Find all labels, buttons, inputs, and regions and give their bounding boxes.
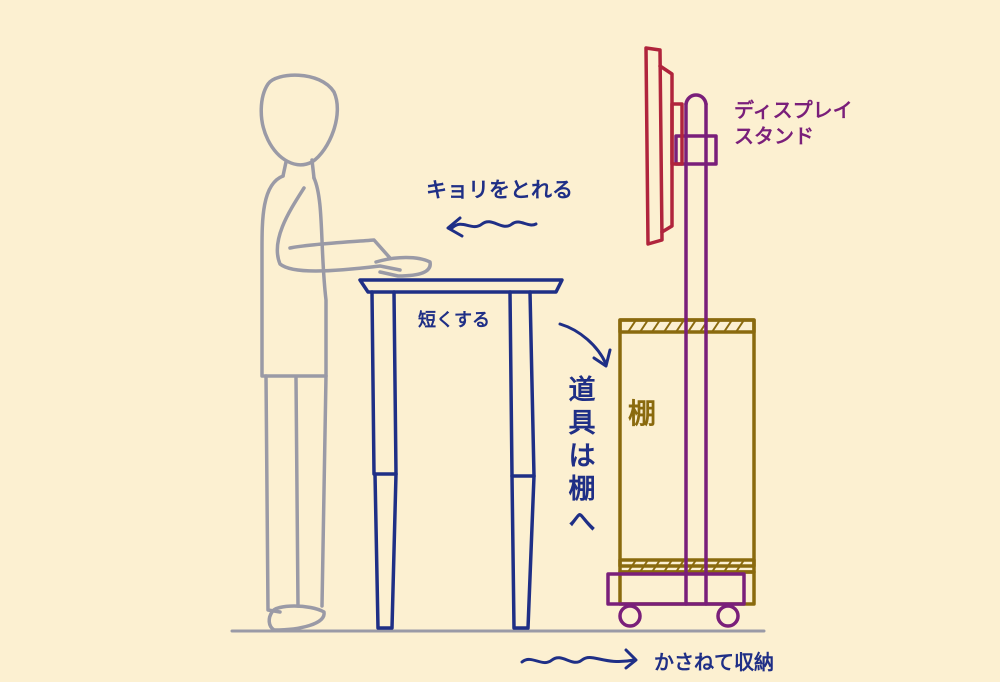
tools-char-1: 道	[568, 375, 596, 406]
distance-arrow	[446, 216, 538, 238]
tools-char-2: 具	[568, 408, 596, 439]
desk-leg-left-upper	[370, 290, 398, 476]
person-torso	[260, 174, 328, 378]
display-vesa	[670, 102, 684, 166]
label-distance: キョリをとれる	[426, 178, 573, 202]
tools-char-5: へ	[568, 507, 596, 538]
label-display-stand-line1: ディスプレイ	[734, 98, 853, 122]
desk-leg-left-lower	[373, 472, 398, 630]
tools-char-3: は	[568, 441, 596, 472]
label-shelf: 棚	[628, 397, 657, 430]
stand-caster-left	[618, 604, 642, 628]
desk-top	[358, 278, 564, 294]
stack-storage-arrow	[520, 648, 638, 670]
display-screen	[644, 46, 664, 246]
display-stand	[606, 93, 746, 628]
shorten-to-shelf-arrow	[558, 322, 612, 368]
label-tools-to-shelf: 道 具 は 棚 へ	[562, 374, 602, 539]
label-stack-storage: かさねて収納	[654, 650, 774, 674]
shelf-bottom-hatch	[627, 559, 745, 573]
stand-caster-right	[716, 604, 740, 628]
person-arm	[275, 186, 402, 273]
stand-mount	[674, 134, 718, 166]
desk-leg-right-upper	[508, 290, 536, 478]
display	[644, 46, 684, 246]
person-legs	[264, 374, 328, 614]
shelf-top-hatch	[627, 319, 745, 333]
stand-pole-cap	[684, 93, 708, 106]
label-display-stand-line2: スタンド	[734, 124, 814, 148]
desk-leg-right-lower	[510, 474, 536, 630]
standing-person	[259, 73, 432, 632]
stand-base	[606, 572, 746, 606]
person-head	[259, 73, 340, 167]
desk	[358, 278, 564, 630]
label-shorten: 短くする	[418, 310, 490, 331]
stand-pole	[684, 102, 708, 606]
person-foot	[267, 604, 326, 632]
tools-char-4: 棚	[568, 474, 596, 505]
person-hand	[374, 255, 432, 278]
person-neck	[281, 158, 316, 180]
